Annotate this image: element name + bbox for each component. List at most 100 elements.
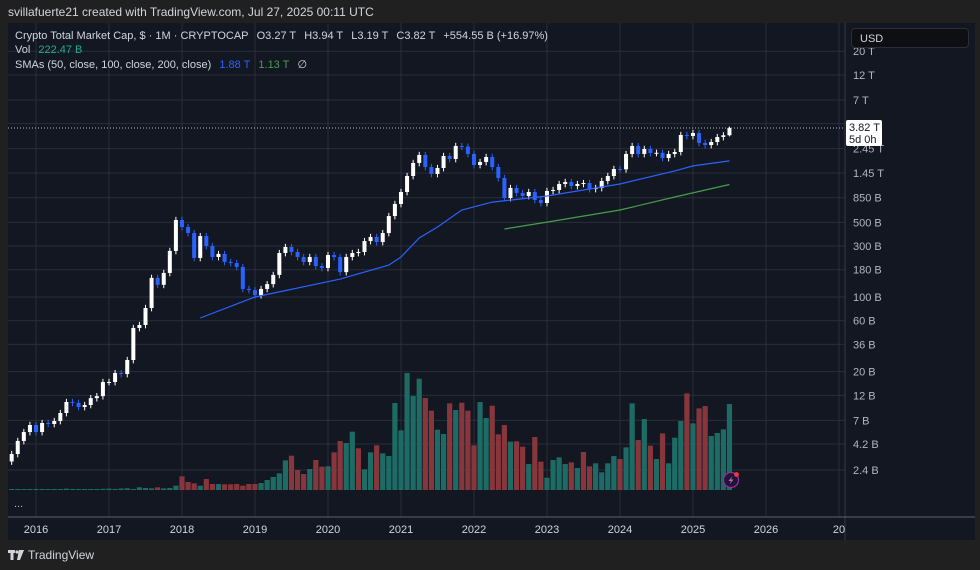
volume-bar <box>319 466 325 490</box>
volume-bar <box>611 456 617 490</box>
candle-body <box>435 167 440 174</box>
currency-button[interactable]: USD <box>851 28 969 48</box>
candle-body <box>325 255 330 268</box>
candle-body <box>265 284 270 289</box>
volume-bar <box>197 485 203 490</box>
volume-bar <box>136 487 143 490</box>
volume-bar <box>684 393 690 490</box>
notification-dot <box>734 472 739 477</box>
price-change: +554.55 B (+16.97%) <box>443 30 548 42</box>
symbol-title[interactable]: Crypto Total Market Cap, $ · 1M · CRYPTO… <box>15 30 249 42</box>
time-axis-tick: 2017 <box>97 524 121 536</box>
volume-bar <box>155 487 161 490</box>
chart-credit: svillafuerte21 created with TradingView.… <box>8 5 374 19</box>
candle-body <box>654 152 659 154</box>
candle-body <box>660 152 665 159</box>
candle-body <box>88 398 93 405</box>
volume-bar <box>282 460 289 490</box>
volume-bar <box>246 484 252 490</box>
volume-legend[interactable]: Vol 222.47 B <box>15 44 87 56</box>
more-button[interactable]: ... <box>14 498 24 510</box>
time-axis-tick: 2022 <box>462 524 486 536</box>
candle-body <box>368 236 373 242</box>
volume-bar <box>532 437 538 490</box>
volume-bar <box>696 408 702 490</box>
volume-bar <box>501 425 507 490</box>
volume-bar <box>33 489 39 490</box>
volume-bar <box>203 479 209 490</box>
candle-body <box>727 128 732 136</box>
sma50-value: 1.88 T <box>219 59 251 71</box>
candle-body <box>113 373 118 382</box>
volume-bar <box>690 423 696 490</box>
candle-body <box>27 425 32 433</box>
volume-bar <box>75 489 82 490</box>
volume-bar <box>489 405 495 490</box>
volume-bar <box>367 452 374 490</box>
volume-bar <box>343 443 349 490</box>
volume-bar <box>647 445 653 490</box>
candle-body <box>307 256 312 262</box>
volume-bar <box>88 489 94 490</box>
volume-bar <box>9 489 15 490</box>
candle-body <box>362 241 367 252</box>
candle-body <box>21 432 26 441</box>
volume-bar <box>422 398 428 490</box>
sma-legend[interactable]: SMAs (50, close, 100, close, 200, close)… <box>15 58 312 71</box>
candle-body <box>277 253 282 275</box>
volume-bar <box>593 463 599 490</box>
candle-body <box>496 167 501 178</box>
volume-bar <box>142 487 149 490</box>
candle-body <box>569 181 574 186</box>
candle-body <box>502 177 507 199</box>
candle-body <box>301 256 306 262</box>
volume-bar <box>599 472 605 490</box>
volume-bar <box>276 473 282 490</box>
volume-bar <box>301 473 307 490</box>
candle-body <box>672 151 677 154</box>
candle-body <box>204 236 209 247</box>
time-axis-tick: 2019 <box>243 524 267 536</box>
candle-body <box>58 413 63 422</box>
candle-body <box>34 425 38 433</box>
volume-bar <box>562 464 568 490</box>
candle-body <box>295 251 300 257</box>
candle-body <box>526 191 531 196</box>
volume-bar <box>617 458 623 490</box>
volume-bar <box>264 479 270 490</box>
candle-body <box>100 382 105 397</box>
volume-bar <box>106 488 112 490</box>
sma200-value: ∅ <box>297 59 308 71</box>
candle-body <box>283 246 288 254</box>
volume-bar <box>459 402 465 490</box>
volume-bar <box>130 488 136 490</box>
candle-body <box>441 155 446 168</box>
volume-bar <box>404 373 410 490</box>
candle-body <box>70 401 75 403</box>
volume-bar <box>228 484 234 490</box>
volume-bar <box>465 410 471 490</box>
volume-bar <box>124 488 130 490</box>
volume-bar <box>294 470 301 490</box>
price-axis-scale[interactable] <box>846 23 976 517</box>
candle-body <box>52 421 57 424</box>
time-axis-tick: 2018 <box>170 524 194 536</box>
price-axis-tick: 2.4 B <box>853 465 879 477</box>
volume-bar <box>209 484 216 490</box>
volume-bar <box>495 434 501 490</box>
candle-body <box>131 327 136 361</box>
volume-bar <box>94 489 100 490</box>
candle-body <box>417 154 422 163</box>
candle-body <box>411 162 416 177</box>
candle-body <box>246 288 251 291</box>
price-axis-tick: 7 B <box>853 415 870 427</box>
candle-body <box>478 161 483 165</box>
candle-body <box>636 145 641 154</box>
candle-body <box>684 134 689 137</box>
volume-bar <box>586 466 593 490</box>
candle-body <box>106 382 111 383</box>
candle-body <box>575 184 580 186</box>
sma50-line <box>199 160 730 319</box>
candle-body <box>617 168 622 170</box>
